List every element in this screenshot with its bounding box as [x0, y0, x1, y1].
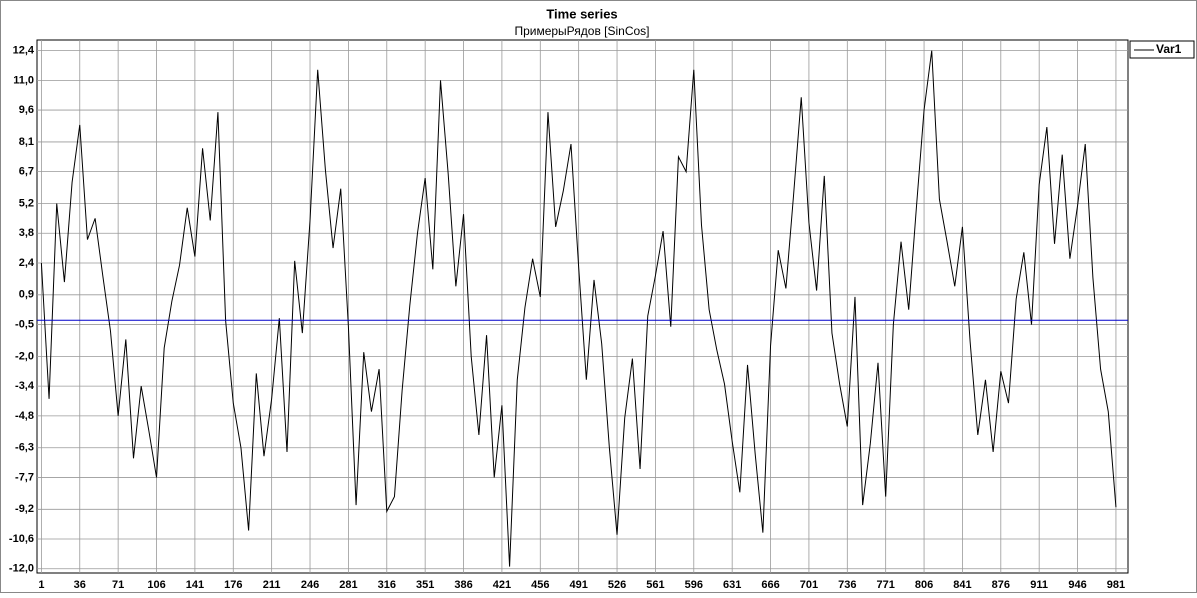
- y-tick-label: -4,8: [15, 410, 34, 422]
- y-tick-label: 9,6: [19, 104, 34, 116]
- x-tick-label: 806: [915, 579, 933, 591]
- y-tick-label: -12,0: [9, 563, 34, 575]
- chart-title: Time series: [546, 6, 617, 21]
- x-tick-label: 701: [800, 579, 818, 591]
- x-tick-label: 666: [761, 579, 779, 591]
- y-tick-label: -2,0: [15, 350, 34, 362]
- x-tick-label: 281: [339, 579, 357, 591]
- x-tick-label: 841: [953, 579, 971, 591]
- y-tick-label: 12,4: [13, 45, 35, 57]
- y-tick-label: -0,5: [15, 318, 34, 330]
- y-tick-label: 0,9: [19, 289, 34, 301]
- y-tick-label: 8,1: [19, 136, 34, 148]
- y-tick-label: 5,2: [19, 197, 34, 209]
- x-tick-label: 36: [74, 579, 86, 591]
- x-tick-label: 211: [263, 579, 281, 591]
- y-tick-label: -3,4: [15, 380, 35, 392]
- x-tick-label: 176: [224, 579, 242, 591]
- x-tick-label: 106: [147, 579, 165, 591]
- y-tick-label: -6,3: [15, 442, 34, 454]
- y-tick-label: 3,8: [19, 227, 34, 239]
- x-tick-label: 351: [416, 579, 434, 591]
- x-tick-label: 1: [38, 579, 44, 591]
- series-line: [40, 50, 1117, 567]
- x-tick-label: 141: [186, 579, 204, 591]
- x-tick-label: 596: [685, 579, 703, 591]
- x-tick-label: 421: [493, 579, 511, 591]
- x-tick-label: 456: [531, 579, 549, 591]
- y-tick-label: -7,7: [15, 471, 34, 483]
- x-tick-label: 911: [1030, 579, 1048, 591]
- chart-subtitle: ПримерыРядов [SinCos]: [514, 24, 649, 38]
- x-tick-label: 386: [454, 579, 472, 591]
- plot-area: [36, 39, 1129, 574]
- x-tick-label: 876: [992, 579, 1010, 591]
- y-tick-label: -9,2: [15, 503, 34, 515]
- legend-box: [1129, 40, 1195, 59]
- x-tick-label: 736: [838, 579, 856, 591]
- legend-label: Var1: [1156, 42, 1182, 56]
- x-tick-label: 561: [646, 579, 664, 591]
- x-tick-label: 946: [1068, 579, 1086, 591]
- x-tick-label: 316: [378, 579, 396, 591]
- y-tick-label: 2,4: [19, 257, 35, 269]
- y-tick-label: -10,6: [9, 533, 34, 545]
- y-tick-label: 6,7: [19, 166, 34, 178]
- x-tick-label: 246: [301, 579, 319, 591]
- x-tick-label: 981: [1107, 579, 1125, 591]
- x-tick-label: 771: [876, 579, 894, 591]
- y-tick-label: 11,0: [13, 74, 34, 86]
- x-tick-label: 491: [569, 579, 587, 591]
- x-tick-label: 631: [723, 579, 741, 591]
- x-tick-label: 526: [608, 579, 626, 591]
- x-tick-label: 71: [112, 579, 124, 591]
